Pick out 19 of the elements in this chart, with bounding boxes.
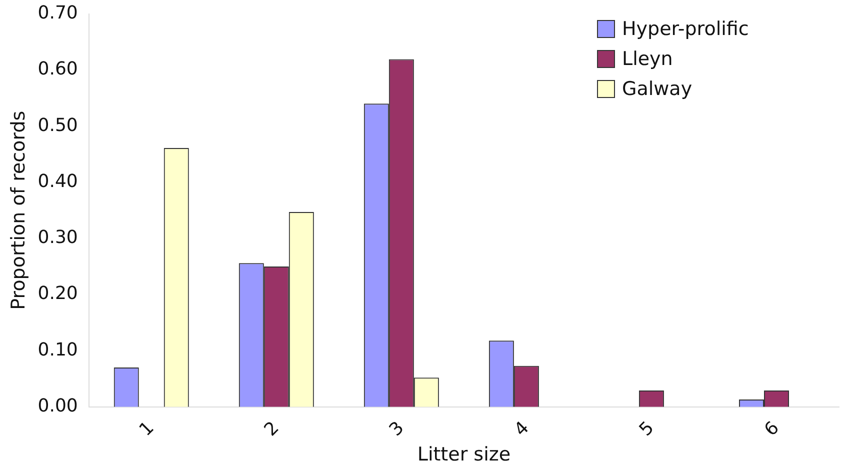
- x-tick-label: 5: [635, 417, 658, 440]
- y-tick-label: 0.50: [38, 114, 78, 136]
- x-tick-label: 2: [260, 417, 284, 440]
- x-tick-label: 1: [135, 417, 158, 440]
- legend-label: Galway: [622, 78, 692, 100]
- legend-label: Hyper-prolific: [622, 18, 749, 40]
- y-tick-label: 0.10: [38, 339, 78, 360]
- y-tick-label: 0.00: [38, 396, 78, 416]
- y-axis-title: Proportion of records: [7, 110, 30, 310]
- y-tick-label: 0.40: [38, 170, 78, 192]
- y-tick-label: 0.30: [38, 227, 78, 248]
- y-tick-label: 0.20: [38, 283, 78, 304]
- y-tick-label: 0.60: [38, 58, 78, 80]
- x-tick-label: 6: [760, 417, 784, 440]
- legend-label: Lleyn: [622, 48, 673, 70]
- x-axis-title: Litter size: [417, 444, 511, 466]
- x-tick-label: 3: [385, 417, 408, 440]
- y-tick-label: 0.70: [38, 2, 78, 24]
- x-tick-label: 4: [510, 417, 534, 440]
